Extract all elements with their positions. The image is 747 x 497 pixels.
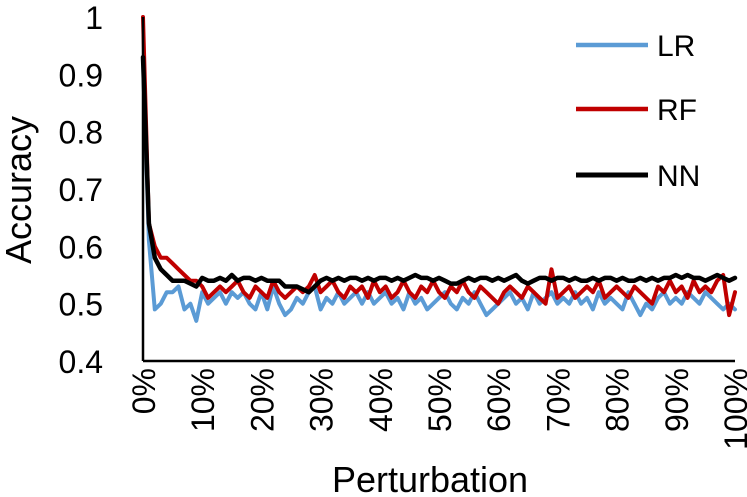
x-tick-label: 20% — [244, 368, 280, 432]
x-tick-label: 70% — [540, 368, 576, 432]
x-tick-labels: 0% 10% 20% 30% 40% 50% 60% 70% 80% 90% 100% — [126, 368, 747, 450]
legend-label-lr: LR — [657, 30, 695, 63]
series-line-lr — [141, 55, 737, 323]
x-tick-label: 40% — [363, 368, 399, 432]
x-tick-label: 90% — [659, 368, 695, 432]
legend-label-rf: RF — [657, 94, 697, 127]
x-tick-label: 10% — [185, 368, 221, 432]
x-tick-label: 80% — [600, 368, 636, 432]
series-line-nn — [140, 54, 738, 295]
y-tick-label: 0.4 — [59, 344, 103, 380]
y-tick-label: 0.7 — [59, 172, 103, 208]
x-tick-label: 60% — [481, 368, 517, 432]
x-tick-label: 100% — [718, 368, 747, 450]
series-line-rf — [141, 15, 737, 318]
y-tick-label: 0.6 — [59, 229, 103, 265]
axes — [141, 17, 735, 363]
legend-label-nn: NN — [657, 160, 700, 193]
x-tick-label: 50% — [422, 368, 458, 432]
x-axis-title: Perturbation — [332, 459, 528, 497]
y-tick-label: 1 — [85, 0, 103, 36]
plot-lines — [140, 15, 738, 323]
y-tick-label: 0.5 — [59, 287, 103, 323]
y-axis-title: Accuracy — [0, 116, 39, 264]
y-tick-label: 0.8 — [59, 115, 103, 151]
legend: LR RF NN — [576, 30, 700, 193]
y-tick-label: 0.9 — [59, 57, 103, 93]
x-tick-label: 0% — [126, 368, 162, 414]
y-tick-labels: 0.4 0.5 0.6 0.7 0.8 0.9 1 — [59, 0, 103, 380]
x-tick-label: 30% — [304, 368, 340, 432]
